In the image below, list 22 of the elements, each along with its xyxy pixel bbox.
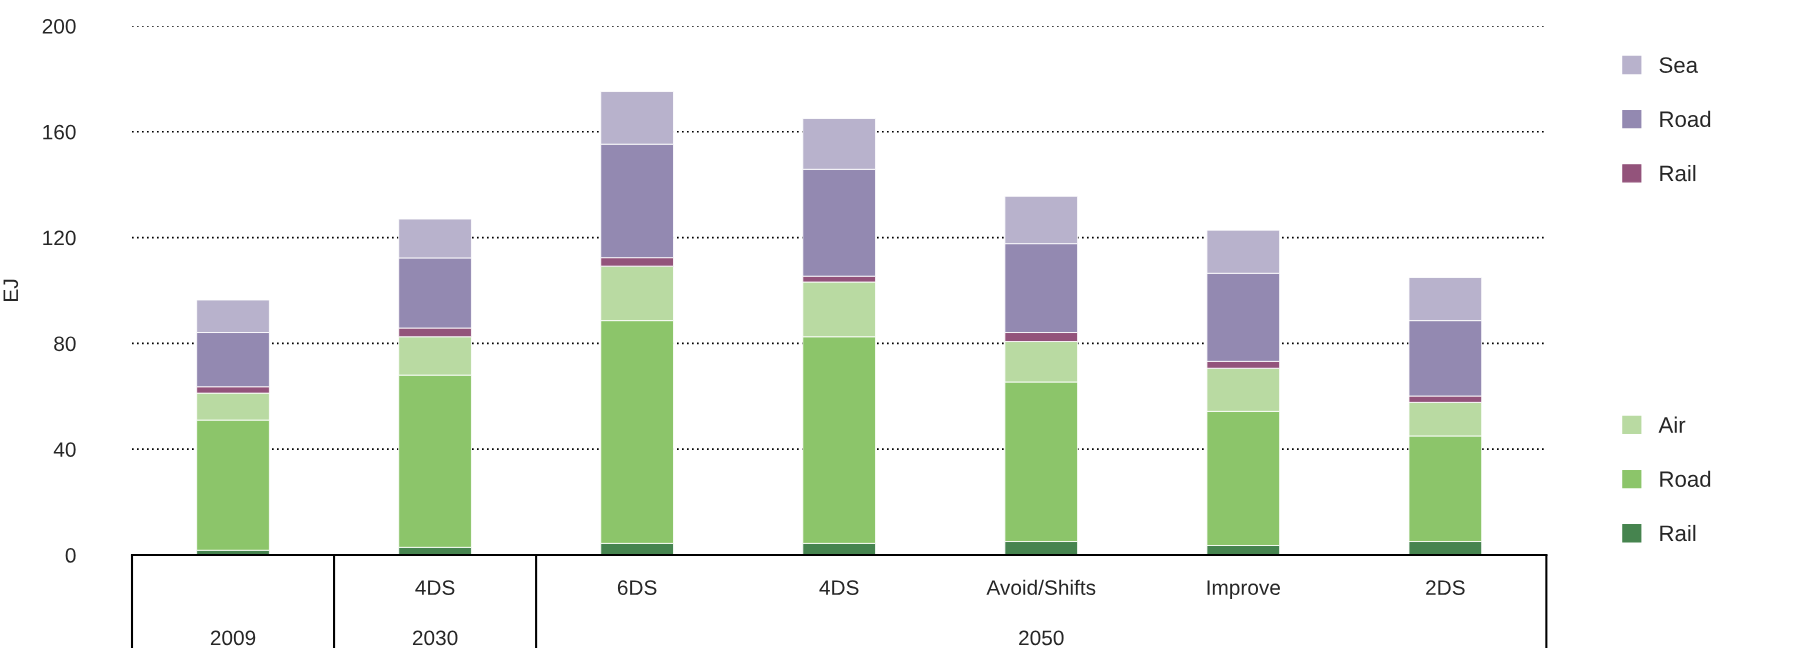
x-tick-label: 2DS xyxy=(1426,580,1465,595)
legend-label: Rail xyxy=(1660,524,1696,542)
legend-label: Sea xyxy=(1659,57,1699,73)
y-tick-label: 80 xyxy=(54,336,76,352)
x-tick-label: 6DS xyxy=(617,580,657,595)
x-tick-label: 4DS xyxy=(415,580,455,595)
y-tick-label: 120 xyxy=(43,230,76,246)
legend-label: Rail xyxy=(1660,164,1696,182)
text: 2050 xyxy=(1019,630,1064,646)
x-tick-label: 4DS xyxy=(819,580,859,595)
y-tick-label: 200 xyxy=(42,18,76,34)
x-tick-label: Avoid/Shifts xyxy=(986,579,1096,595)
text: 2030 xyxy=(412,630,458,646)
y-tick-label: 0 xyxy=(65,548,76,563)
y-tick-label: 40 xyxy=(53,442,76,457)
legend-label: Air xyxy=(1658,416,1686,433)
text: 2009 xyxy=(210,630,256,646)
y-axis-title: EJ xyxy=(3,279,19,301)
legend-label: Road xyxy=(1660,470,1711,488)
x-tick-label: Improve xyxy=(1207,580,1280,600)
legend-label: Road xyxy=(1660,110,1711,128)
y-tick-label: 160 xyxy=(43,124,76,140)
